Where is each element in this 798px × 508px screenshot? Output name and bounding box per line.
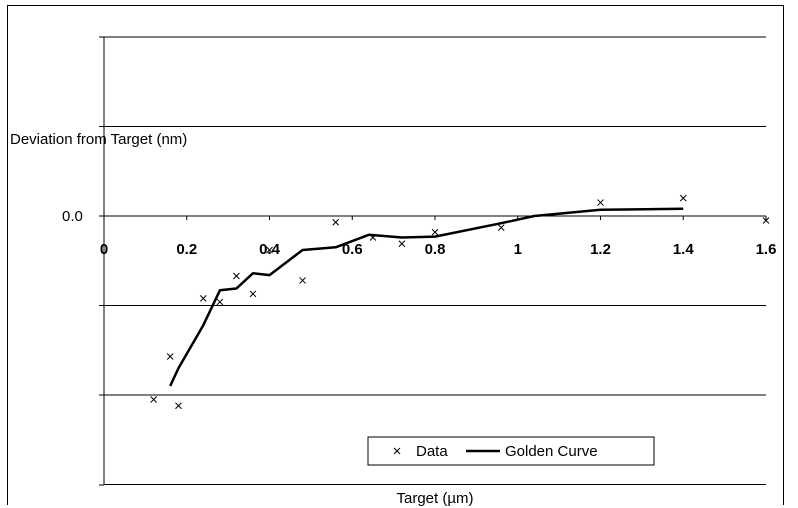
x-tick-label: 0.8 — [425, 241, 446, 258]
y-axis-label: Deviation from Target (nm) — [10, 131, 187, 148]
gridlines — [104, 36, 766, 485]
x-tick-label: 1.6 — [756, 241, 777, 258]
x-tick-label: 0.6 — [342, 241, 363, 258]
y-tick-label: 0.0 — [62, 208, 83, 225]
data-point — [431, 228, 439, 236]
data-point — [266, 246, 273, 254]
y-axis-ticks — [99, 36, 104, 486]
plot-series — [150, 194, 770, 410]
x-tick-label: 1.4 — [673, 241, 695, 258]
data-point — [150, 396, 158, 403]
data-point — [233, 272, 240, 280]
x-tick-label: 0 — [100, 241, 108, 258]
data-point-stroke — [332, 218, 340, 226]
data-point — [199, 294, 207, 302]
x-tick-label: 1.2 — [590, 241, 611, 258]
data-point-stroke — [597, 199, 604, 206]
legend: Data Golden Curve — [367, 436, 655, 466]
data-point — [216, 298, 224, 306]
data-point-stroke — [266, 246, 273, 254]
data-point — [597, 199, 604, 206]
data-point-stroke — [762, 217, 770, 224]
data-point — [679, 194, 687, 202]
legend-data-marker — [393, 447, 401, 455]
data-point — [175, 402, 182, 410]
data-point-stroke — [398, 240, 406, 248]
chart-area — [7, 5, 784, 505]
data-point — [497, 224, 505, 231]
data-point-stroke — [431, 228, 439, 236]
data-point-stroke — [497, 224, 505, 231]
data-point-stroke — [199, 294, 207, 302]
data-point-stroke — [150, 396, 158, 403]
data-point — [398, 240, 406, 248]
data-point-stroke — [233, 272, 240, 280]
data-point-stroke — [249, 290, 257, 298]
golden-curve-line — [169, 207, 684, 387]
data-point-stroke — [216, 298, 224, 306]
data-point-stroke — [679, 194, 687, 202]
legend-label-data: Data — [416, 443, 448, 460]
data-point — [249, 290, 257, 298]
legend-box — [367, 436, 655, 466]
data-point-stroke — [166, 353, 174, 360]
data-point-stroke — [175, 402, 182, 410]
x-axis-label: Target (µm) — [397, 490, 474, 507]
data-point — [332, 218, 340, 226]
legend-marker-stroke — [393, 447, 401, 455]
x-tick-label: 0.2 — [176, 241, 197, 258]
x-axis-ticks: 00.20.40.60.811.21.41.6 — [100, 216, 777, 258]
data-point — [166, 353, 174, 360]
data-point — [762, 217, 770, 224]
data-point-stroke — [299, 277, 306, 284]
x-tick-label: 1 — [514, 241, 522, 258]
legend-label-golden-curve: Golden Curve — [505, 443, 598, 460]
data-point — [299, 277, 306, 284]
